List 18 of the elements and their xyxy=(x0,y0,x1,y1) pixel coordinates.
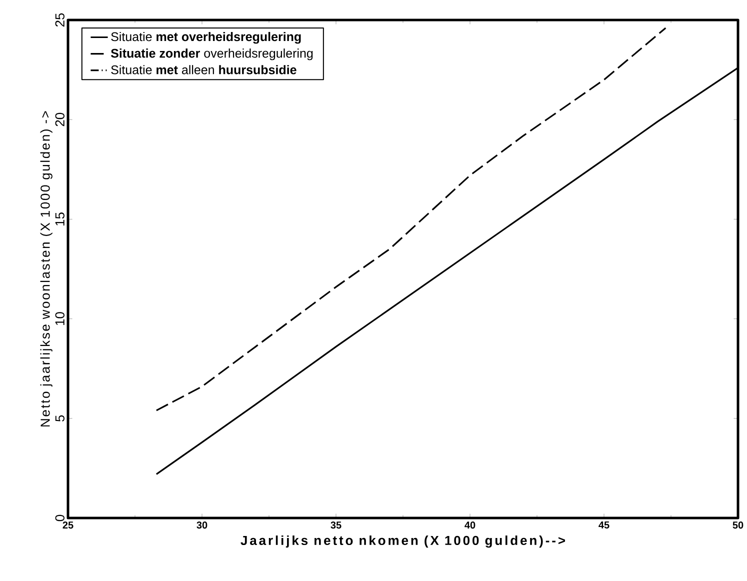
legend-label: Situatie met overheidsregulering xyxy=(111,32,301,44)
legend-label: Situatie met alleen huursubsidie xyxy=(111,65,296,74)
x-tick-label: 35 xyxy=(330,522,342,529)
line-series xyxy=(156,27,666,412)
x-tick-label: 45 xyxy=(598,522,610,529)
y-tick-label: 25 xyxy=(55,13,64,27)
x-tick-label: 40 xyxy=(464,522,476,529)
x-tick-label: 25 xyxy=(62,522,74,529)
y-tick-label: 10 xyxy=(55,312,64,326)
x-axis-title: Jaarlijks netto nkomen (X 1000 gulden)--> xyxy=(240,535,566,548)
legend-label: Situatie zonder overheidsregulering xyxy=(110,48,313,60)
x-tick-label: 30 xyxy=(196,522,208,529)
x-tick-label: 50 xyxy=(732,522,744,529)
y-axis-title: Netto jaarlijkse woonlasten (X 1000 gulden) -> xyxy=(40,111,52,426)
y-tick-label: 20 xyxy=(55,112,64,126)
y-tick-label: 15 xyxy=(55,212,64,226)
y-tick-label: 5 xyxy=(55,415,64,422)
y-tick-label: 0 xyxy=(55,514,64,522)
